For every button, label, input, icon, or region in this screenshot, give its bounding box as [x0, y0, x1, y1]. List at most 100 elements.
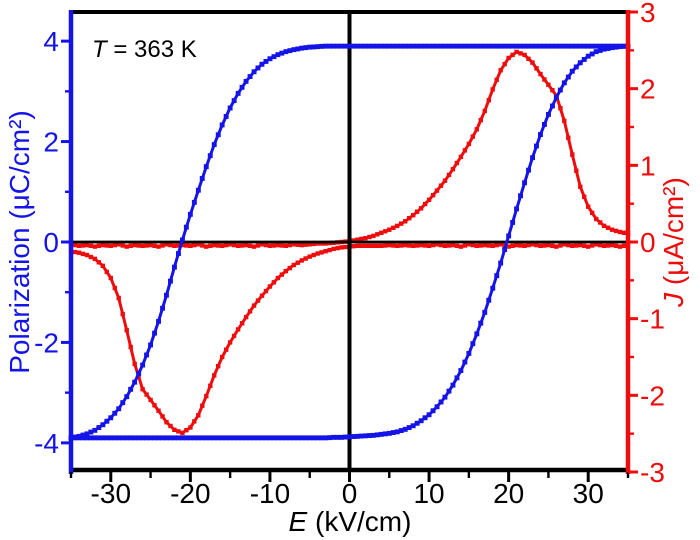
data-point: [442, 178, 448, 183]
data-point: [116, 242, 121, 247]
y-right-tick-label: -3: [640, 457, 665, 488]
data-point: [394, 43, 400, 49]
data-point: [446, 388, 452, 394]
data-point: [112, 242, 117, 248]
data-point: [251, 69, 257, 75]
data-point: [191, 199, 197, 205]
data-point: [164, 420, 169, 425]
data-point: [255, 435, 261, 441]
data-point: [200, 243, 205, 248]
data-point: [327, 435, 333, 441]
data-point: [215, 435, 221, 441]
data-point: [243, 78, 249, 84]
data-point: [247, 74, 253, 79]
data-point: [598, 220, 603, 225]
data-point: [120, 400, 126, 406]
data-point: [617, 229, 623, 235]
data-point: [124, 244, 129, 249]
data-point: [283, 49, 289, 55]
data-point: [235, 435, 241, 441]
data-point: [557, 87, 563, 93]
data-point: [311, 252, 316, 258]
data-point: [347, 43, 352, 49]
data-point: [395, 243, 400, 248]
data-point: [132, 435, 138, 441]
data-point: [482, 242, 487, 248]
data-point: [216, 243, 221, 248]
data-point: [180, 237, 185, 243]
data-point: [402, 426, 408, 432]
data-point: [558, 106, 563, 111]
data-point: [367, 243, 372, 248]
data-point: [104, 435, 110, 441]
data-point: [112, 285, 117, 291]
data-point: [172, 243, 177, 248]
data-point: [188, 425, 193, 430]
data-point: [191, 435, 197, 441]
data-point: [283, 268, 288, 274]
data-point: [144, 352, 149, 358]
data-point: [307, 254, 312, 259]
data-point: [454, 243, 460, 248]
data-point: [303, 435, 309, 441]
data-point: [578, 242, 583, 248]
data-point: [319, 250, 324, 255]
data-point: [522, 43, 527, 49]
data-point: [239, 84, 245, 90]
data-point: [160, 305, 165, 311]
data-point: [510, 220, 516, 225]
data-point: [585, 53, 591, 59]
data-point: [470, 242, 475, 248]
data-point: [514, 206, 519, 212]
data-point: [387, 242, 392, 248]
temperature-value: = 363 K: [107, 36, 197, 63]
data-point: [609, 43, 615, 49]
data-point: [88, 254, 94, 260]
data-point: [355, 243, 360, 248]
data-point: [80, 435, 86, 441]
data-point: [542, 122, 547, 127]
x-axis-symbol: E: [289, 506, 308, 537]
data-point: [148, 435, 153, 441]
data-point: [224, 347, 229, 352]
data-point: [108, 435, 114, 441]
data-point: [546, 43, 551, 49]
data-point: [96, 243, 101, 248]
data-point: [335, 245, 340, 251]
data-point: [486, 98, 491, 103]
data-point: [562, 242, 567, 247]
x-tick-label: -20: [170, 478, 210, 509]
data-point: [363, 236, 368, 241]
data-point: [212, 242, 217, 248]
data-point: [573, 43, 579, 49]
data-point: [112, 435, 118, 441]
data-point: [498, 43, 504, 49]
data-point: [295, 260, 300, 265]
data-point: [553, 94, 559, 100]
data-point: [203, 435, 209, 441]
data-point: [183, 224, 189, 230]
data-point: [92, 427, 98, 433]
data-point: [148, 397, 153, 403]
data-point: [506, 43, 512, 49]
data-point: [613, 228, 619, 234]
data-point: [168, 242, 173, 248]
data-point: [387, 227, 392, 232]
data-point: [92, 256, 98, 262]
data-point: [283, 435, 289, 441]
data-point: [279, 243, 285, 248]
data-point: [482, 108, 487, 114]
data-point: [212, 373, 217, 378]
data-point: [339, 245, 344, 250]
data-point: [227, 435, 233, 441]
data-point: [343, 43, 348, 49]
data-point: [136, 435, 142, 441]
data-point: [411, 243, 416, 248]
data-point: [458, 368, 464, 373]
data-point: [279, 50, 285, 56]
y-left-tick-label: 4: [43, 26, 59, 57]
data-point: [418, 206, 424, 211]
data-point: [339, 434, 344, 440]
data-point: [96, 260, 101, 265]
